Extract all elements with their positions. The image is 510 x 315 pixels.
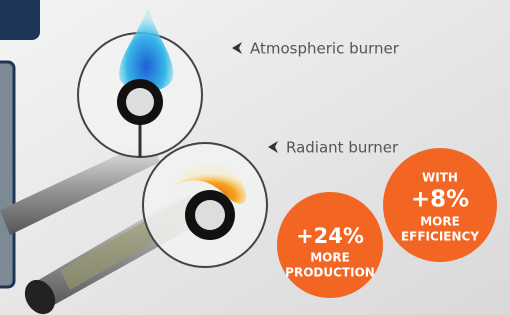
tube-inner <box>195 200 225 230</box>
label: Atmospheric burner <box>250 40 400 58</box>
panel-side <box>0 62 14 287</box>
panel-top <box>0 0 40 40</box>
badge-text: MORE <box>310 251 350 265</box>
tube-inner <box>126 88 154 116</box>
badge-text: WITH <box>422 171 458 185</box>
burner-illustration: Atmospheric burner Radiant burner +24% M… <box>0 0 510 315</box>
badge-text: EFFICIENCY <box>401 230 479 244</box>
badge-value: +8% <box>411 187 469 213</box>
label: Radiant burner <box>286 139 399 157</box>
badge-text: PRODUCTION <box>285 266 375 280</box>
badge-value: +24% <box>296 224 364 248</box>
badge-text: MORE <box>420 215 460 229</box>
